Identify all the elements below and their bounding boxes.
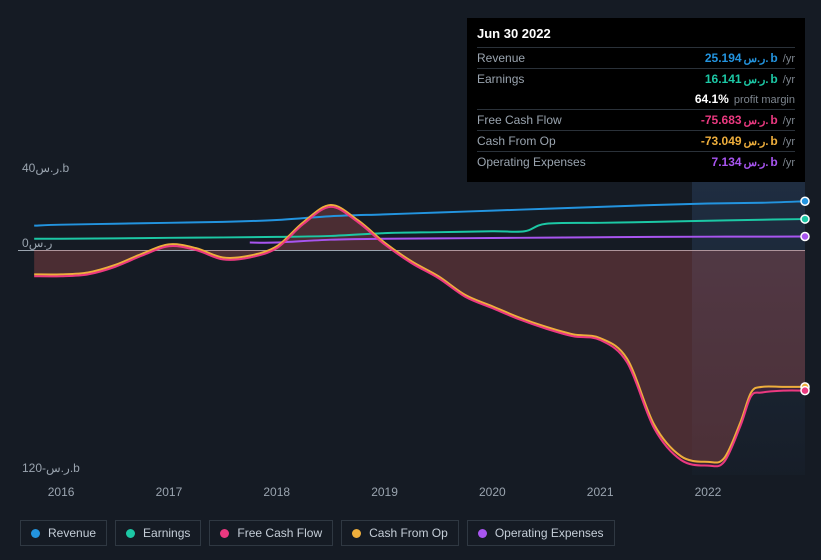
tooltip-row-label: Free Cash Flow <box>477 113 562 127</box>
tooltip-row-label: Revenue <box>477 51 525 65</box>
series-end-marker <box>801 387 809 395</box>
tooltip-date: Jun 30 2022 <box>477 26 795 47</box>
legend-label: Revenue <box>48 526 96 540</box>
tooltip-row-value: 64.1% profit margin <box>695 92 795 106</box>
tooltip-row-value: 7.134ر.س.b/yr <box>712 155 795 169</box>
legend-swatch <box>126 529 135 538</box>
chart-canvas <box>18 175 805 475</box>
tooltip-row-label: Operating Expenses <box>477 155 586 169</box>
legend-item[interactable]: Revenue <box>20 520 107 546</box>
tooltip-row-label: Earnings <box>477 72 524 86</box>
tooltip-row: Earnings 16.141ر.س.b/yr <box>477 68 795 89</box>
series-end-marker <box>801 215 809 223</box>
legend-swatch <box>220 529 229 538</box>
x-tick-label: 2017 <box>156 485 183 499</box>
legend-item[interactable]: Earnings <box>115 520 201 546</box>
tooltip-row: Revenue 25.194ر.س.b/yr <box>477 47 795 68</box>
series-end-marker <box>801 197 809 205</box>
legend-swatch <box>31 529 40 538</box>
legend-label: Free Cash Flow <box>237 526 322 540</box>
tooltip-row: Free Cash Flow -75.683ر.س.b/yr <box>477 109 795 130</box>
x-tick-label: 2018 <box>263 485 290 499</box>
x-tick-label: 2019 <box>371 485 398 499</box>
legend-label: Cash From Op <box>369 526 448 540</box>
x-tick-label: 2022 <box>695 485 722 499</box>
series-end-marker <box>801 233 809 241</box>
hover-tooltip: Jun 30 2022 Revenue 25.194ر.س.b/yr Earning… <box>467 18 805 182</box>
legend: Revenue Earnings Free Cash Flow Cash From O… <box>20 520 615 546</box>
x-tick-label: 2021 <box>587 485 614 499</box>
x-tick-label: 2020 <box>479 485 506 499</box>
legend-label: Earnings <box>143 526 190 540</box>
tooltip-row: Operating Expenses 7.134ر.س.b/yr <box>477 151 795 172</box>
tooltip-row: Cash From Op -73.049ر.س.b/yr <box>477 130 795 151</box>
legend-swatch <box>352 529 361 538</box>
tooltip-row-value: 25.194ر.س.b/yr <box>705 51 795 65</box>
legend-swatch <box>478 529 487 538</box>
legend-item[interactable]: Operating Expenses <box>467 520 615 546</box>
legend-label: Operating Expenses <box>495 526 604 540</box>
tooltip-row: 64.1% profit margin <box>477 89 795 109</box>
tooltip-row-value: -75.683ر.س.b/yr <box>701 113 795 127</box>
y-tick-label: ر.س40.b <box>22 161 69 175</box>
tooltip-row-value: -73.049ر.س.b/yr <box>701 134 795 148</box>
series-fill <box>34 207 805 466</box>
x-tick-label: 2016 <box>48 485 75 499</box>
legend-item[interactable]: Free Cash Flow <box>209 520 333 546</box>
tooltip-row-value: 16.141ر.س.b/yr <box>705 72 795 86</box>
tooltip-row-label: Cash From Op <box>477 134 556 148</box>
legend-item[interactable]: Cash From Op <box>341 520 459 546</box>
x-axis: 2016 2017 2018 2019 2020 2021 2022 <box>18 485 805 505</box>
